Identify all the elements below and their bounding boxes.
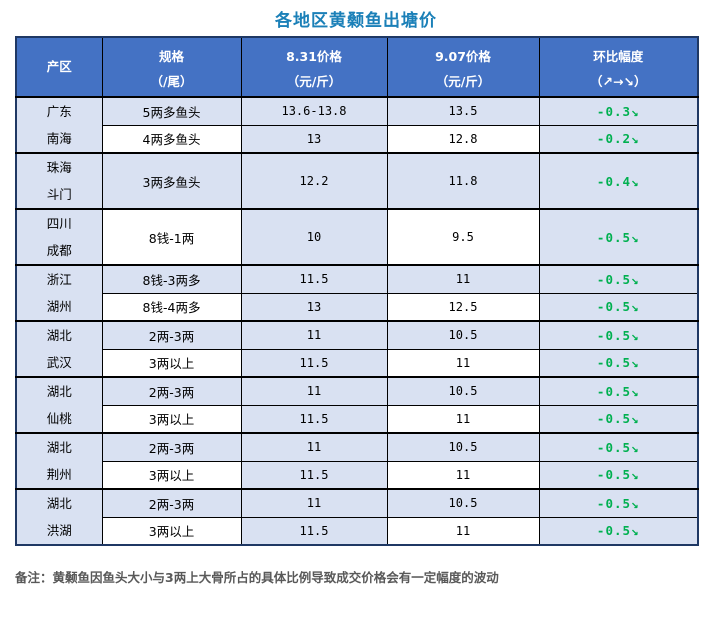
table-row: 3两以上 11.5 11 -0.5↘ <box>16 460 699 490</box>
table-row: 3两以上 11.5 11 -0.5↘ <box>16 516 699 546</box>
spec-cell: 3两以上 <box>101 516 242 546</box>
footnote: 备注：黄颡鱼因鱼头大小与3两上大骨所占的具体比例导致成交价格会有一定幅度的波动 <box>15 570 499 585</box>
table-row: 四川 成都 8钱-1两 10 9.5 -0.5↘ <box>15 208 699 266</box>
delta-cell: -0.5↘ <box>538 320 699 350</box>
price-831-cell: 13.6-13.8 <box>240 96 388 126</box>
table-row: 4两多鱼头 13 12.8 -0.2↘ <box>16 124 699 154</box>
price-table: 产区 规格 （/尾） 8.31价格 （元/斤） 9.07价格 （元/斤） 环比幅度 （↗… <box>15 36 699 546</box>
region-cell: 浙江 湖州 <box>15 264 103 322</box>
header-row: 产区 规格 （/尾） 8.31价格 （元/斤） 9.07价格 （元/斤） 环比幅度 （↗… <box>15 36 699 98</box>
header-price-907: 9.07价格 （元/斤） <box>386 36 540 98</box>
price-831-cell: 11 <box>240 488 388 518</box>
table-row: 浙江 湖州 8钱-3两多 11.5 11 -0.5↘ <box>15 264 699 322</box>
delta-cell: -0.5↘ <box>538 348 699 378</box>
price-831-cell: 11.5 <box>240 516 388 546</box>
table-row: 3两以上 11.5 11 -0.5↘ <box>16 404 699 434</box>
header-change-line1: 环比幅度 <box>593 49 644 64</box>
spec-cell: 2两-3两 <box>101 432 242 462</box>
table-row: 珠海 斗门 3两多鱼头 12.2 11.8 -0.4↘ <box>15 152 699 210</box>
header-price-907-line2: （元/斤） <box>435 74 491 89</box>
header-price-831-line2: （元/斤） <box>286 74 342 89</box>
spec-cell: 3两以上 <box>101 348 242 378</box>
table-row: 8钱-4两多 13 12.5 -0.5↘ <box>16 292 699 322</box>
spec-cell: 8钱-3两多 <box>101 264 242 294</box>
spec-cell: 3两以上 <box>101 404 242 434</box>
header-spec: 规格 （/尾） <box>101 36 242 98</box>
price-907-cell: 10.5 <box>386 488 540 518</box>
delta-cell: -0.5↘ <box>538 376 699 406</box>
delta-cell: -0.5↘ <box>538 488 699 518</box>
price-831-cell: 11 <box>240 320 388 350</box>
price-831-cell: 13 <box>240 292 388 322</box>
header-spec-line2: （/尾） <box>150 74 193 89</box>
price-907-cell: 11 <box>386 516 540 546</box>
delta-cell: -0.5↘ <box>538 292 699 322</box>
price-907-cell: 11 <box>386 460 540 490</box>
spec-cell: 5两多鱼头 <box>101 96 242 126</box>
table-row: 湖北 武汉 2两-3两 11 10.5 -0.5↘ <box>15 320 699 378</box>
price-907-cell: 12.5 <box>386 292 540 322</box>
price-907-cell: 11 <box>386 348 540 378</box>
price-831-cell: 11.5 <box>240 460 388 490</box>
price-831-cell: 11.5 <box>240 404 388 434</box>
region-cell: 湖北 荆州 <box>15 432 103 490</box>
delta-cell: -0.3↘ <box>538 96 699 126</box>
region-cell: 广东 南海 <box>15 96 103 154</box>
spec-cell: 3两以上 <box>101 460 242 490</box>
price-907-cell: 11 <box>386 404 540 434</box>
spec-cell: 2两-3两 <box>101 376 242 406</box>
delta-cell: -0.5↘ <box>538 208 699 266</box>
price-831-cell: 10 <box>240 208 388 266</box>
price-831-cell: 11.5 <box>240 348 388 378</box>
spec-cell: 2两-3两 <box>101 488 242 518</box>
table-row: 湖北 仙桃 2两-3两 11 10.5 -0.5↘ <box>15 376 699 434</box>
spec-cell: 8钱-1两 <box>101 208 242 266</box>
header-price-831: 8.31价格 （元/斤） <box>240 36 388 98</box>
price-907-cell: 11 <box>386 264 540 294</box>
price-907-cell: 10.5 <box>386 376 540 406</box>
delta-cell: -0.5↘ <box>538 264 699 294</box>
price-907-cell: 9.5 <box>386 208 540 266</box>
header-spec-line1: 规格 <box>158 49 184 64</box>
price-907-cell: 13.5 <box>386 96 540 126</box>
spec-cell: 2两-3两 <box>101 320 242 350</box>
price-831-cell: 11 <box>240 432 388 462</box>
price-907-cell: 12.8 <box>386 124 540 154</box>
table-row: 3两以上 11.5 11 -0.5↘ <box>16 348 699 378</box>
price-907-cell: 10.5 <box>386 432 540 462</box>
region-cell: 湖北 仙桃 <box>15 376 103 434</box>
price-831-cell: 11.5 <box>240 264 388 294</box>
spec-cell: 3两多鱼头 <box>101 152 242 210</box>
price-831-cell: 11 <box>240 376 388 406</box>
table-row: 湖北 荆州 2两-3两 11 10.5 -0.5↘ <box>15 432 699 490</box>
region-cell: 湖北 武汉 <box>15 320 103 378</box>
table-row: 广东 南海 5两多鱼头 13.6-13.8 13.5 -0.3↘ <box>15 96 699 154</box>
header-price-907-line1: 9.07价格 <box>435 49 491 64</box>
region-cell: 四川 成都 <box>15 208 103 266</box>
region-cell: 湖北 洪湖 <box>15 488 103 546</box>
price-907-cell: 11.8 <box>386 152 540 210</box>
delta-cell: -0.4↘ <box>538 152 699 210</box>
page-title: 各地区黄颡鱼出塘价 <box>275 11 437 31</box>
region-cell: 珠海 斗门 <box>15 152 103 210</box>
price-831-cell: 12.2 <box>240 152 388 210</box>
header-change-line2-arrows: （↗→↘） <box>590 74 647 89</box>
delta-cell: -0.5↘ <box>538 516 699 546</box>
delta-cell: -0.5↘ <box>538 432 699 462</box>
delta-cell: -0.5↘ <box>538 404 699 434</box>
delta-cell: -0.5↘ <box>538 460 699 490</box>
header-region-label: 产区 <box>46 59 72 74</box>
price-831-cell: 13 <box>240 124 388 154</box>
spec-cell: 4两多鱼头 <box>101 124 242 154</box>
delta-cell: -0.2↘ <box>538 124 699 154</box>
table-row: 湖北 洪湖 2两-3两 11 10.5 -0.5↘ <box>15 488 699 546</box>
header-region: 产区 <box>15 36 103 98</box>
header-price-831-line1: 8.31价格 <box>286 49 342 64</box>
spec-cell: 8钱-4两多 <box>101 292 242 322</box>
price-907-cell: 10.5 <box>386 320 540 350</box>
header-change: 环比幅度 （↗→↘） <box>538 36 699 98</box>
